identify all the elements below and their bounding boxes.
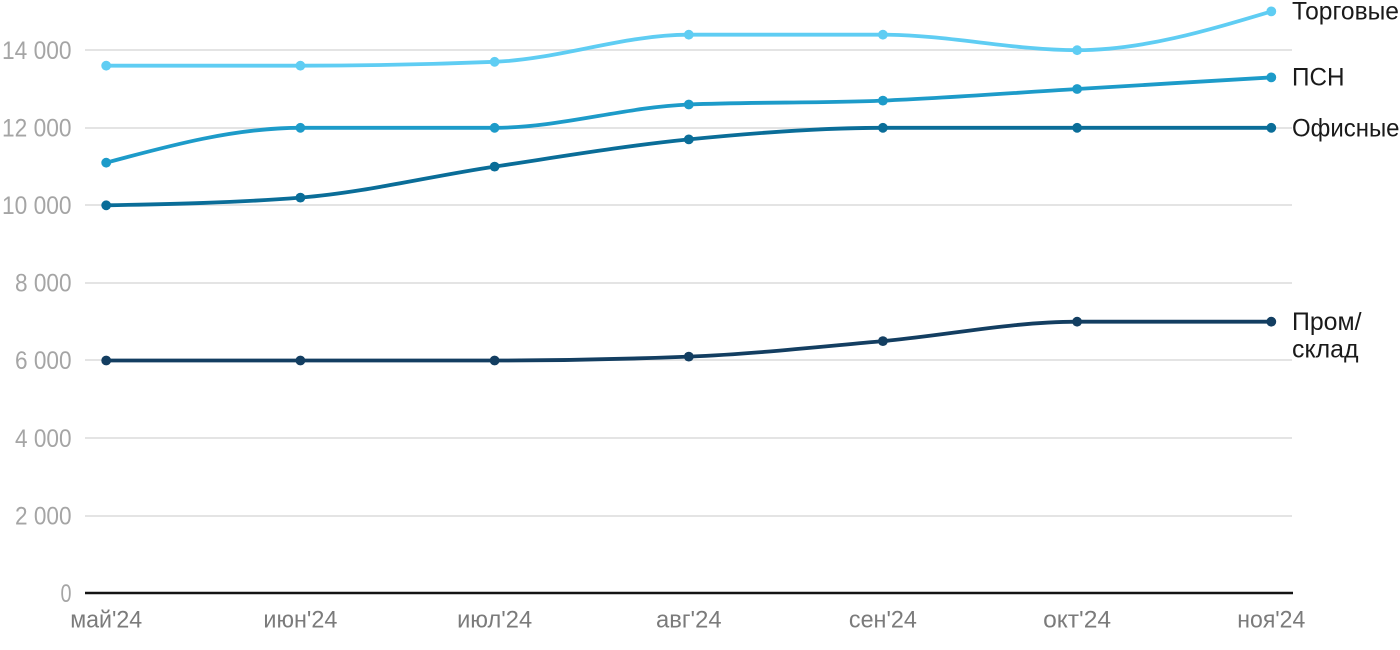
svg-text:июл'24: июл'24 bbox=[457, 607, 532, 634]
svg-text:14 000: 14 000 bbox=[2, 37, 72, 65]
svg-text:8 000: 8 000 bbox=[15, 270, 72, 298]
svg-text:12 000: 12 000 bbox=[2, 115, 72, 143]
svg-text:ПСН: ПСН bbox=[1292, 64, 1345, 92]
svg-text:0: 0 bbox=[61, 580, 72, 608]
svg-text:Офисные: Офисные bbox=[1292, 115, 1400, 143]
svg-text:склад: склад bbox=[1292, 335, 1359, 363]
svg-text:май'24: май'24 bbox=[70, 607, 142, 634]
svg-text:6 000: 6 000 bbox=[15, 347, 72, 375]
svg-text:авг'24: авг'24 bbox=[656, 607, 722, 634]
svg-text:ноя'24: ноя'24 bbox=[1237, 607, 1305, 634]
svg-text:окт'24: окт'24 bbox=[1043, 607, 1111, 634]
svg-text:10 000: 10 000 bbox=[2, 192, 72, 220]
svg-text:сен'24: сен'24 bbox=[849, 607, 917, 634]
svg-text:2 000: 2 000 bbox=[15, 502, 72, 530]
svg-text:4 000: 4 000 bbox=[15, 425, 72, 453]
svg-text:июн'24: июн'24 bbox=[263, 607, 337, 634]
svg-text:Пром/: Пром/ bbox=[1292, 308, 1362, 336]
svg-text:Торговые: Торговые bbox=[1292, 0, 1399, 25]
